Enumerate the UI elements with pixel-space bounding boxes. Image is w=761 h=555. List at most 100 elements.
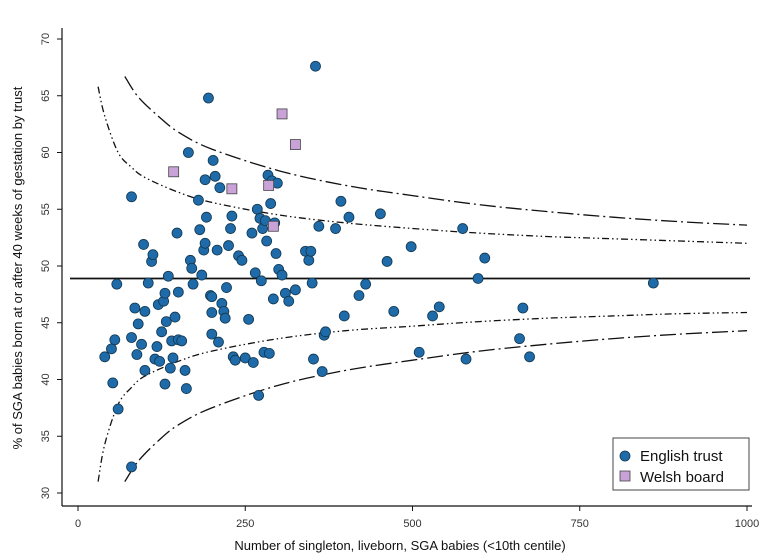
english-trust-point bbox=[236, 254, 248, 266]
english-trust-point bbox=[167, 352, 179, 364]
english-trust-point bbox=[211, 244, 223, 256]
english-trust-point bbox=[193, 194, 204, 206]
english-trust-point bbox=[172, 286, 184, 298]
y-tick-label: 30 bbox=[40, 487, 52, 499]
english-trust-point bbox=[221, 282, 232, 293]
y-tick-label: 35 bbox=[40, 430, 52, 442]
y-axis-title: % of SGA babies born at or after 40 week… bbox=[10, 86, 25, 449]
english-trust-point bbox=[99, 351, 111, 363]
y-tick-label: 60 bbox=[40, 146, 52, 158]
welsh-board-point bbox=[168, 166, 180, 178]
english-trust-point bbox=[159, 378, 171, 390]
english-trust-point bbox=[201, 211, 212, 223]
english-trust-point bbox=[263, 347, 275, 359]
english-trust-point bbox=[261, 235, 273, 247]
english-trust-point bbox=[203, 92, 214, 104]
english-trust-point bbox=[457, 223, 469, 234]
x-tick-label: 750 bbox=[571, 518, 589, 530]
english-trust-point bbox=[225, 223, 236, 234]
legend-box bbox=[612, 437, 750, 491]
inner-lower-control-limit bbox=[97, 311, 748, 482]
english-trust-point bbox=[388, 305, 400, 317]
english-trust-point bbox=[239, 352, 251, 364]
english-trust-point bbox=[131, 349, 143, 360]
english-trust-point bbox=[206, 291, 218, 303]
english-trust-point bbox=[109, 334, 121, 346]
english-trust-point bbox=[265, 198, 277, 209]
english-trust-point bbox=[176, 335, 188, 347]
legend-label-welsh-board: Welsh board bbox=[640, 469, 724, 486]
english-trust-point bbox=[479, 252, 491, 264]
english-trust-point bbox=[214, 182, 226, 194]
english-trust-point bbox=[151, 341, 163, 352]
y-tick-label: 50 bbox=[40, 260, 52, 272]
english-trust-point bbox=[290, 284, 301, 296]
english-trust-point bbox=[206, 328, 218, 340]
english-trust-point bbox=[310, 60, 321, 72]
legend: English trust Welsh board bbox=[612, 437, 750, 491]
english-trust-point bbox=[219, 312, 231, 324]
english-trust-point bbox=[251, 203, 263, 215]
y-tick-label: 55 bbox=[40, 203, 52, 215]
english-trust-point bbox=[147, 249, 159, 261]
y-tick-label: 65 bbox=[40, 90, 52, 102]
english-trust-point bbox=[156, 326, 168, 338]
welsh-board-point bbox=[226, 183, 238, 195]
x-tick-label: 500 bbox=[403, 518, 421, 530]
english-trust-point bbox=[136, 338, 147, 350]
english-trust-point bbox=[647, 277, 659, 289]
english-trust-point bbox=[524, 351, 535, 363]
english-trust-point bbox=[303, 254, 315, 266]
english-trust-point bbox=[335, 195, 347, 207]
english-trust-point bbox=[517, 302, 529, 314]
english-trust-point bbox=[159, 287, 171, 299]
english-trust-point bbox=[199, 237, 211, 249]
welsh-board-point bbox=[276, 108, 288, 120]
welsh-board-point bbox=[290, 139, 301, 150]
data-points bbox=[99, 60, 659, 473]
english-trust-point bbox=[169, 311, 181, 323]
english-trust-point bbox=[308, 353, 319, 365]
english-trust-point bbox=[306, 277, 318, 289]
english-trust-point bbox=[255, 275, 267, 287]
x-tick-label: 0 bbox=[75, 518, 81, 530]
english-trust-point bbox=[132, 318, 144, 330]
english-trust-point bbox=[374, 208, 386, 220]
english-trust-point bbox=[353, 290, 365, 301]
y-tick-label: 70 bbox=[40, 33, 52, 45]
legend-marker-welsh-board bbox=[619, 470, 631, 482]
english-trust-point bbox=[126, 461, 137, 473]
english-trust-point bbox=[472, 273, 484, 284]
english-trust-point bbox=[226, 210, 238, 222]
welsh-board-point bbox=[267, 220, 279, 232]
english-trust-point bbox=[360, 278, 372, 290]
english-trust-point bbox=[142, 277, 154, 289]
welsh-board-point bbox=[263, 180, 275, 191]
english-trust-point bbox=[433, 301, 445, 313]
y-ticks: 30 35 40 45 50 55 60 65 70 bbox=[40, 33, 62, 499]
english-trust-point bbox=[186, 262, 198, 274]
english-trust-point bbox=[111, 278, 123, 290]
english-trust-point bbox=[154, 355, 166, 367]
english-trust-point bbox=[213, 336, 224, 348]
english-trust-point bbox=[207, 155, 219, 166]
english-trust-point bbox=[246, 227, 258, 239]
english-trust-point bbox=[164, 362, 176, 374]
english-trust-point bbox=[283, 295, 295, 307]
english-trust-point bbox=[316, 366, 328, 377]
english-trust-point bbox=[126, 191, 137, 203]
english-trust-point bbox=[196, 269, 208, 281]
english-trust-point bbox=[267, 293, 279, 305]
english-trust-point bbox=[160, 316, 172, 328]
english-trust-point bbox=[305, 245, 317, 257]
x-tick-label: 1000 bbox=[735, 518, 759, 530]
english-trust-point bbox=[139, 305, 151, 317]
english-trust-point bbox=[381, 256, 393, 267]
english-trust-point bbox=[182, 147, 194, 158]
y-tick-label: 45 bbox=[40, 317, 52, 329]
outer-upper-control-limit bbox=[124, 76, 748, 226]
english-trust-point bbox=[460, 353, 472, 365]
english-trust-point bbox=[247, 357, 259, 368]
x-tick-label: 250 bbox=[236, 518, 254, 530]
